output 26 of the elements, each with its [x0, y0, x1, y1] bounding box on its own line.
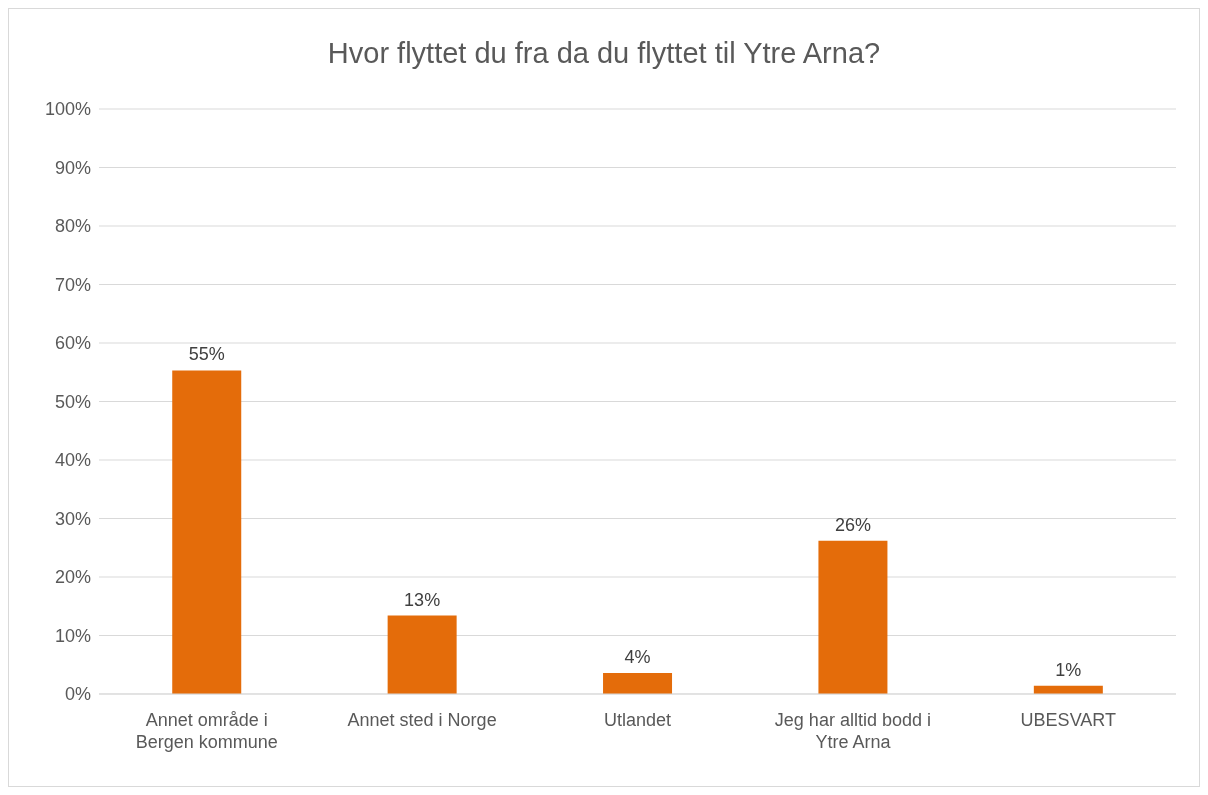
y-tick-label: 40% — [54, 450, 91, 471]
y-tick-label: 60% — [54, 333, 91, 354]
y-tick-label: 80% — [54, 216, 91, 237]
bar — [387, 615, 457, 694]
x-tick-label: Annet område i Bergen kommune — [135, 710, 278, 752]
bar — [818, 540, 888, 694]
x-tick-label: Utlandet — [603, 710, 672, 730]
data-label: 55% — [188, 344, 225, 365]
y-tick-label: 90% — [54, 157, 91, 178]
y-tick-label: 30% — [54, 508, 91, 529]
bar — [172, 370, 242, 694]
y-tick-label: 20% — [54, 567, 91, 588]
y-tick-label: 50% — [54, 391, 91, 412]
y-tick-label: 70% — [54, 274, 91, 295]
x-tick-label: Annet sted i Norge — [347, 710, 497, 730]
x-tick-label: UBESVART — [1020, 710, 1116, 730]
data-label: 13% — [404, 589, 441, 610]
data-label: 26% — [834, 514, 871, 535]
data-label: 4% — [624, 646, 651, 667]
y-tick-label: 10% — [54, 625, 91, 646]
y-tick-label: 0% — [64, 684, 91, 705]
x-tick-label: Jeg har alltid bodd i Ytre Arna — [774, 710, 931, 752]
chart-title: Hvor flyttet du fra da du flyttet til Ytre Arna? — [326, 37, 882, 71]
y-tick-label: 100% — [44, 99, 91, 120]
bar — [603, 672, 673, 694]
data-label: 1% — [1055, 659, 1082, 680]
